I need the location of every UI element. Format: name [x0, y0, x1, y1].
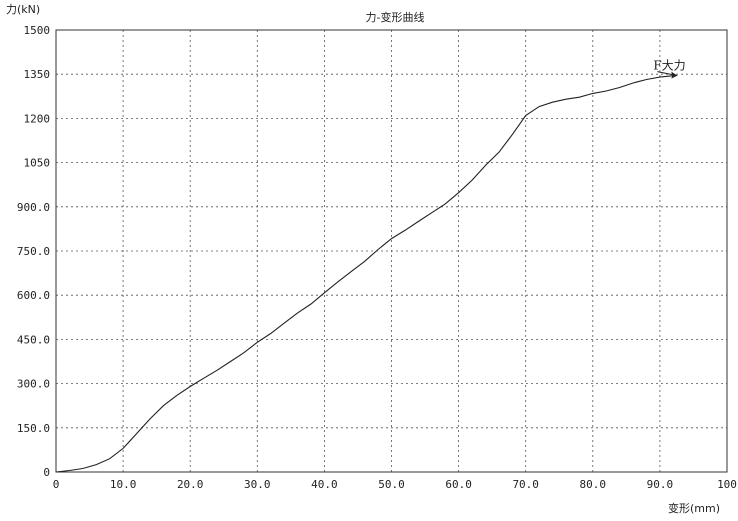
y-tick-label: 450.0: [17, 333, 50, 346]
x-tick-label: 80.0: [580, 478, 607, 491]
x-tick-label: 70.0: [512, 478, 539, 491]
y-tick-label: 1350: [24, 68, 51, 81]
y-tick-label: 150.0: [17, 422, 50, 435]
y-tick-label: 1050: [24, 157, 51, 170]
y-tick-label: 1500: [24, 24, 51, 37]
y-axis-label: 力(kN): [6, 3, 40, 16]
chart-title: 力-变形曲线: [366, 10, 425, 24]
x-tick-label: 0: [53, 478, 60, 491]
x-tick-label: 30.0: [244, 478, 271, 491]
series-group: [55, 75, 674, 473]
plot-frame: [55, 29, 728, 473]
annotation-group: F大力: [653, 59, 686, 79]
y-tick-labels: 0 150.0 300.0 450.0 600.0 750.0 900.0 1050 1200 1…: [17, 24, 50, 479]
y-tick-label: 900.0: [17, 201, 50, 214]
x-tick-labels: 0 10.0 20.0 30.0 40.0 50.0 60.0 70.0 80.0 90.0 100: [53, 478, 737, 491]
x-tick-label: 100: [717, 478, 737, 491]
series-line: [55, 75, 674, 473]
grid: [56, 30, 727, 472]
annotation-label: F大力: [653, 59, 685, 73]
x-tick-label: 60.0: [445, 478, 472, 491]
x-tick-label: 20.0: [177, 478, 204, 491]
y-tick-label: 750.0: [17, 245, 50, 258]
x-axis-label: 变形(mm): [668, 501, 720, 515]
y-tick-label: 0: [43, 466, 50, 479]
y-tick-label: 600.0: [17, 289, 50, 302]
x-tick-label: 50.0: [378, 478, 405, 491]
y-tick-label: 300.0: [17, 378, 50, 391]
y-tick-label: 1200: [24, 112, 51, 125]
x-tick-label: 10.0: [110, 478, 137, 491]
x-tick-label: 40.0: [311, 478, 338, 491]
x-tick-label: 90.0: [647, 478, 674, 491]
annotation-arrowhead: [671, 71, 678, 79]
